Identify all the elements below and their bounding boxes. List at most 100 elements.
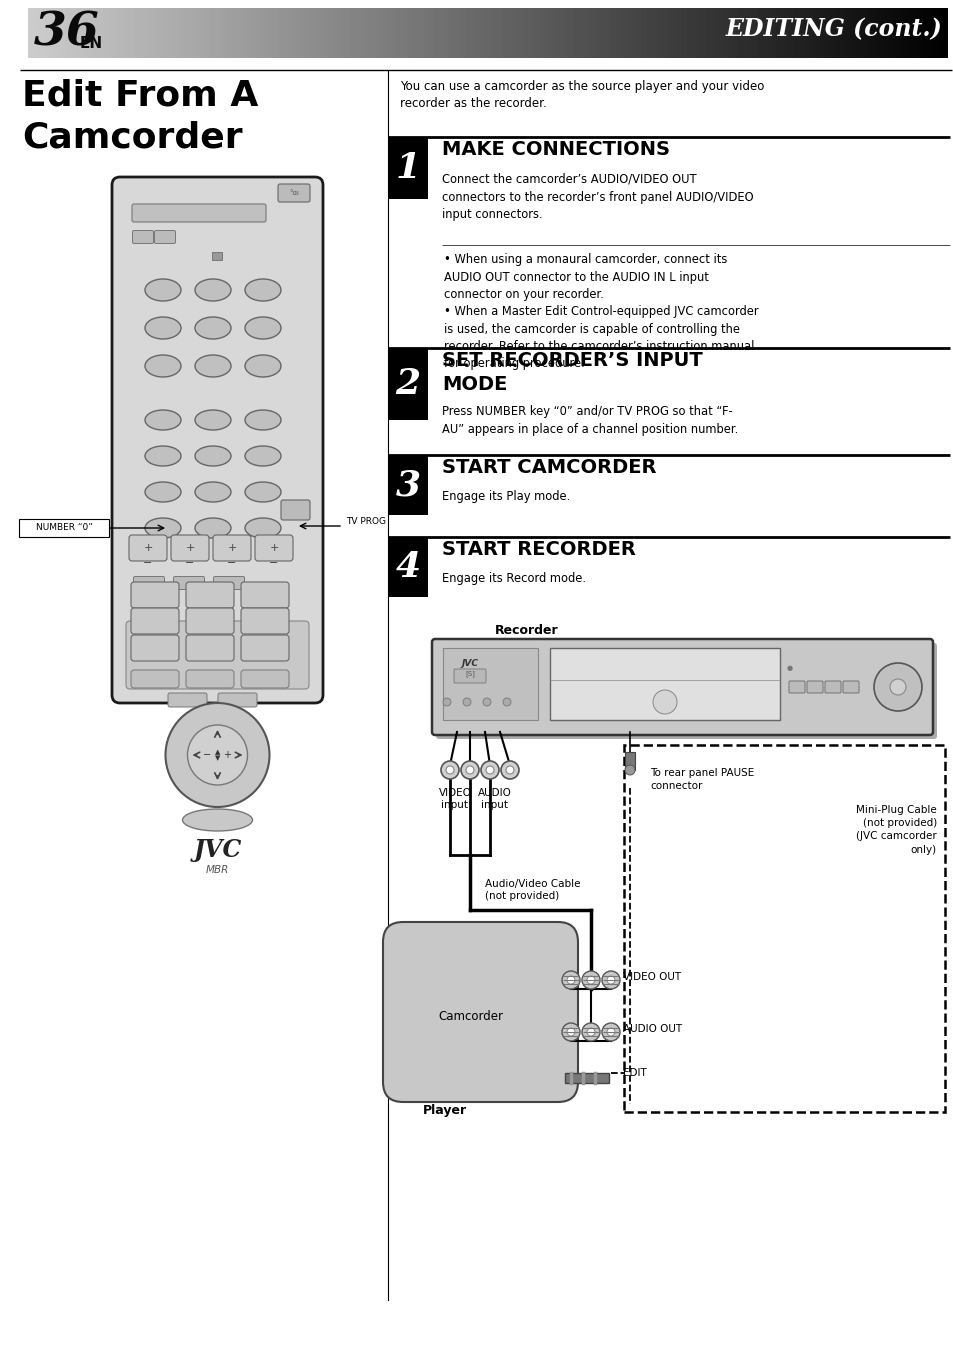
Text: +: + [185,544,194,553]
Text: JVC: JVC [193,838,241,862]
Text: 36: 36 [34,9,100,57]
Text: Edit From A: Edit From A [22,78,258,112]
Bar [623,745,944,1112]
FancyBboxPatch shape [213,576,244,590]
FancyBboxPatch shape [281,500,310,519]
Ellipse shape [194,410,231,430]
FancyBboxPatch shape [241,581,289,608]
Ellipse shape [194,355,231,376]
Text: Camcorder: Camcorder [22,120,242,154]
Text: NUMBER “0”: NUMBER “0” [35,523,92,533]
Text: ▲: ▲ [214,749,220,755]
Circle shape [606,1028,615,1036]
Circle shape [601,971,619,989]
Text: Press NUMBER key “0” and/or TV PROG so that “F-
AU” appears in place of a channe: Press NUMBER key “0” and/or TV PROG so t… [441,405,738,436]
Text: EDITING (cont.): EDITING (cont.) [724,18,941,40]
Text: Mini-Plug Cable
(not provided)
(JVC camcorder
only): Mini-Plug Cable (not provided) (JVC camc… [856,805,936,855]
Bar [624,751,635,770]
FancyBboxPatch shape [131,670,179,688]
Text: −: − [227,558,236,568]
Text: EN: EN [80,36,103,51]
FancyBboxPatch shape [241,635,289,661]
Circle shape [440,761,458,778]
Circle shape [500,761,518,778]
FancyBboxPatch shape [824,681,841,693]
FancyBboxPatch shape [842,681,858,693]
Text: −: − [143,558,152,568]
FancyBboxPatch shape [131,635,179,661]
Circle shape [505,766,514,774]
Text: START RECORDER: START RECORDER [441,540,636,558]
Text: To rear panel PAUSE
connector: To rear panel PAUSE connector [649,768,754,791]
Text: °ɑı: °ɑı [289,190,298,196]
Circle shape [652,689,677,714]
FancyBboxPatch shape [132,204,266,223]
Ellipse shape [194,482,231,502]
Text: Camcorder: Camcorder [437,1010,502,1024]
FancyBboxPatch shape [254,536,293,561]
Circle shape [482,697,491,706]
Text: ▼: ▼ [214,755,220,761]
FancyBboxPatch shape [218,693,256,707]
FancyBboxPatch shape [454,669,485,683]
Text: MAKE CONNECTIONS: MAKE CONNECTIONS [441,140,669,159]
Circle shape [581,1023,599,1041]
Circle shape [606,975,615,983]
Circle shape [442,697,451,706]
Text: AUDIO
input: AUDIO input [477,788,512,811]
FancyBboxPatch shape [173,576,204,590]
Bar [388,138,428,200]
Ellipse shape [145,482,181,502]
Circle shape [460,761,478,778]
Circle shape [873,662,921,711]
Text: Engage its Record mode.: Engage its Record mode. [441,572,585,585]
Circle shape [465,766,474,774]
Circle shape [889,679,905,695]
Text: SET RECORDER’S INPUT: SET RECORDER’S INPUT [441,351,702,370]
Ellipse shape [194,279,231,301]
FancyBboxPatch shape [133,576,164,590]
Circle shape [601,1023,619,1041]
Ellipse shape [145,355,181,376]
Text: 1: 1 [395,151,420,185]
Circle shape [462,697,471,706]
Text: Connect the camcorder’s AUDIO/VIDEO OUT
connectors to the recorder’s front panel: Connect the camcorder’s AUDIO/VIDEO OUT … [441,173,753,221]
Circle shape [586,1028,595,1036]
Circle shape [485,766,494,774]
Text: −: − [269,558,278,568]
Text: Player: Player [422,1103,467,1117]
Circle shape [446,766,454,774]
Circle shape [502,697,511,706]
Text: −: − [185,558,194,568]
Bar [550,648,780,720]
FancyBboxPatch shape [806,681,822,693]
Ellipse shape [194,317,231,339]
Circle shape [188,724,247,785]
FancyBboxPatch shape [129,536,167,561]
Ellipse shape [245,279,281,301]
Text: TV PROG: TV PROG [346,518,386,526]
FancyBboxPatch shape [186,670,233,688]
Ellipse shape [145,518,181,538]
Text: 2: 2 [395,367,420,401]
Text: −: − [203,750,212,759]
Text: +: + [223,750,232,759]
FancyBboxPatch shape [186,635,233,661]
Text: START CAMCORDER: START CAMCORDER [441,459,656,478]
Circle shape [165,703,269,807]
Text: [S]: [S] [464,670,475,677]
Text: ●: ● [786,665,792,670]
Circle shape [480,761,498,778]
Text: You can use a camcorder as the source player and your video
recorder as the reco: You can use a camcorder as the source pl… [399,80,763,111]
Text: MODE: MODE [441,375,507,394]
Circle shape [624,765,635,774]
FancyBboxPatch shape [241,608,289,634]
Bar [388,348,428,420]
Text: AUDIO OUT: AUDIO OUT [622,1024,681,1033]
FancyBboxPatch shape [131,608,179,634]
FancyBboxPatch shape [186,581,233,608]
Ellipse shape [194,518,231,538]
Circle shape [561,971,579,989]
Circle shape [566,1028,575,1036]
Text: JVC: JVC [461,660,478,669]
